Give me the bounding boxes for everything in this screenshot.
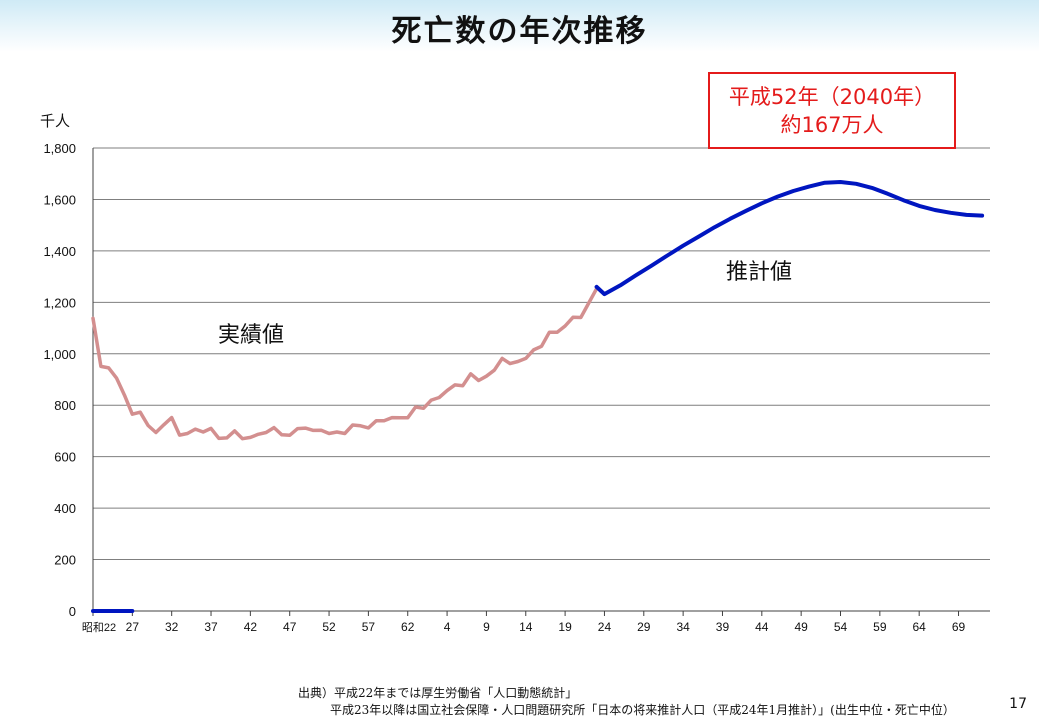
y-tick-label: 0	[69, 604, 76, 619]
title-banner	[0, 0, 1039, 52]
peak-callout-box: 平成52年（2040年） 約167万人	[708, 72, 956, 149]
y-tick-label: 800	[54, 398, 76, 413]
x-tick-label: 59	[873, 620, 887, 634]
projected-annotation: 推計値	[726, 260, 792, 285]
x-tick-label: 42	[244, 620, 258, 634]
x-tick-label: 昭和22	[82, 621, 116, 634]
x-tick-label: 44	[755, 620, 769, 634]
x-tick-label: 29	[637, 620, 651, 634]
x-tick-label: 24	[598, 620, 612, 634]
y-tick-label: 1,600	[43, 192, 76, 207]
x-tick-label: 4	[444, 620, 451, 634]
y-tick-label: 1,800	[43, 141, 76, 156]
x-tick-label: 69	[952, 620, 966, 634]
y-tick-label: 1,200	[43, 295, 76, 310]
x-tick-label: 9	[483, 620, 490, 634]
source-line-2: 平成23年以降は国立社会保障・人口問題研究所「日本の将来推計人口（平成24年1月…	[330, 703, 955, 717]
y-tick-label: 600	[54, 450, 76, 465]
x-tick-label: 54	[834, 620, 848, 634]
x-tick-label: 39	[716, 620, 730, 634]
x-tick-label: 57	[362, 620, 376, 634]
x-tick-label: 37	[204, 620, 218, 634]
x-tick-label: 32	[165, 620, 179, 634]
x-tick-label: 19	[558, 620, 572, 634]
y-tick-label: 1,400	[43, 244, 76, 259]
y-tick-label: 200	[54, 553, 76, 568]
x-tick-label: 62	[401, 620, 415, 634]
y-tick-label: 400	[54, 501, 76, 516]
x-tick-label: 52	[322, 620, 336, 634]
x-tick-label: 14	[519, 620, 533, 634]
x-tick-label: 47	[283, 620, 297, 634]
x-tick-label: 34	[676, 620, 690, 634]
x-tick-label: 49	[794, 620, 808, 634]
actual-annotation: 実績値	[218, 323, 284, 348]
page-number: 17	[1009, 696, 1027, 712]
y-tick-label: 1,000	[43, 347, 76, 362]
callout-year: 平成52年（2040年）	[728, 85, 936, 109]
callout-value: 約167万人	[780, 113, 884, 137]
projected-deaths-line	[594, 180, 985, 297]
x-tick-label: 64	[913, 620, 927, 634]
x-tick-label: 27	[126, 620, 140, 634]
source-line-1: 出典）平成22年までは厚生労働省「人口動態統計」	[298, 686, 578, 700]
actual-deaths-line	[91, 286, 599, 441]
y-axis-unit-label: 千人	[40, 112, 70, 130]
page-title: 死亡数の年次推移	[391, 14, 648, 49]
